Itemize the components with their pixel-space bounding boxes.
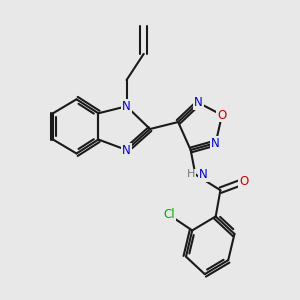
Text: N: N — [122, 100, 131, 113]
Text: N: N — [122, 143, 131, 157]
Text: N: N — [199, 168, 208, 181]
Text: O: O — [239, 175, 248, 188]
Text: H: H — [187, 169, 195, 179]
Text: Cl: Cl — [163, 208, 175, 221]
Text: O: O — [217, 109, 226, 122]
Text: N: N — [194, 96, 203, 109]
Text: N: N — [211, 136, 220, 149]
